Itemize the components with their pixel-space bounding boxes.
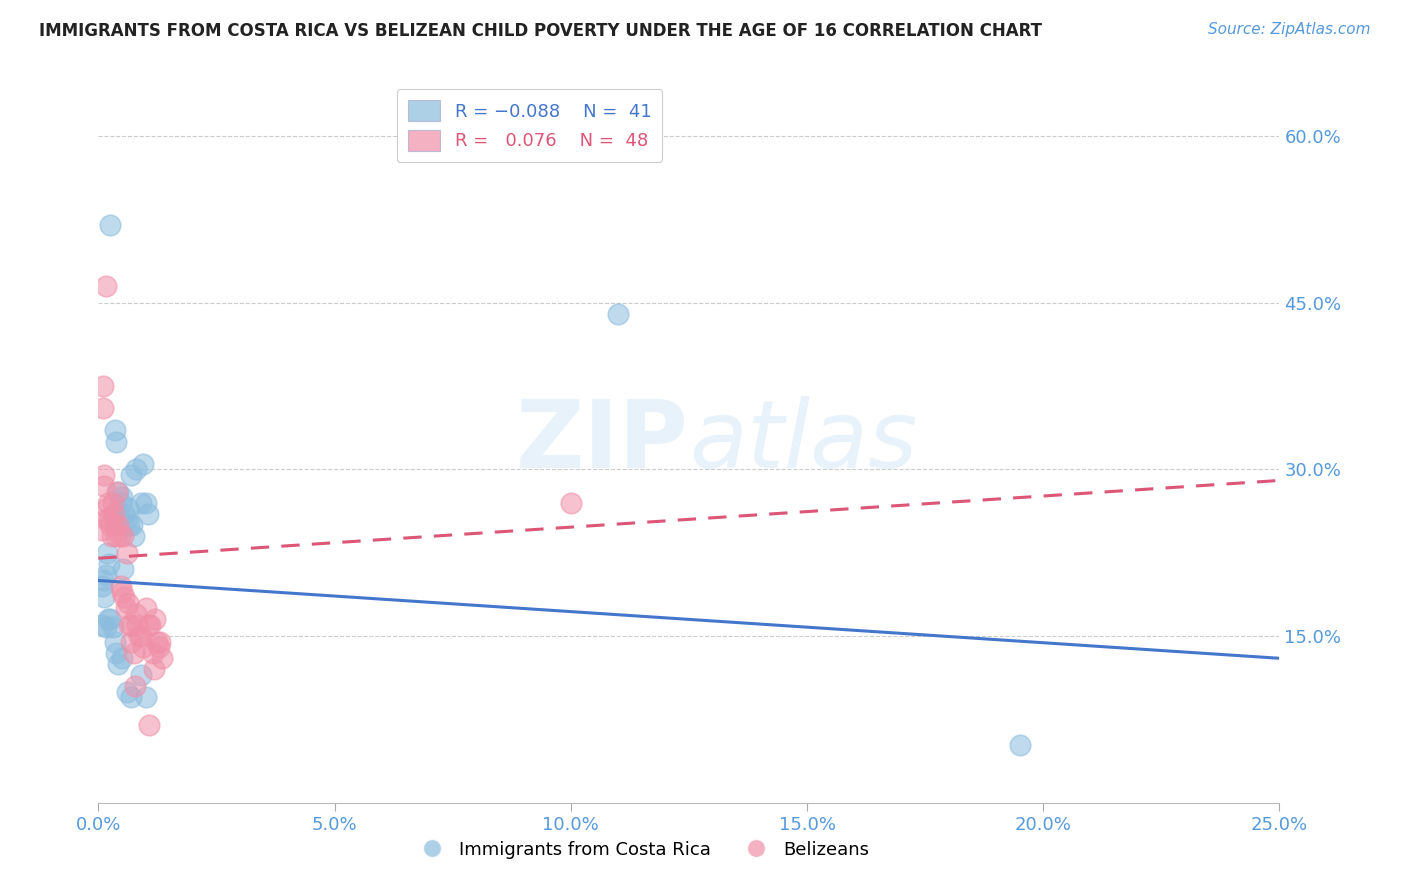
Point [107,517,129,532]
Point [111,584,134,599]
Point [135,496,157,510]
Point [91,579,114,593]
Point [560,496,582,510]
Point [136,507,159,521]
Point [150,651,173,665]
Point [124,679,146,693]
Point [115,546,138,560]
Point [97,557,120,571]
Text: IMMIGRANTS FROM COSTA RICA VS BELIZEAN CHILD POVERTY UNDER THE AGE OF 16 CORRELA: IMMIGRANTS FROM COSTA RICA VS BELIZEAN C… [39,22,1042,40]
Point [122,646,145,660]
Point [132,457,155,471]
Point [108,529,131,543]
Point [142,646,165,660]
Point [91,524,114,538]
Point [93,467,115,482]
Point [111,562,134,576]
Point [136,618,159,632]
Point [98,517,121,532]
Point [94,279,117,293]
Point [122,529,145,543]
Point [129,496,152,510]
Point [110,579,132,593]
Point [115,684,138,698]
Point [112,590,135,604]
Point [97,512,120,526]
Point [143,612,166,626]
Point [110,496,132,510]
Point [91,618,114,632]
Text: Source: ZipAtlas.com: Source: ZipAtlas.com [1208,22,1371,37]
Point [97,612,120,626]
Point [128,629,150,643]
Point [129,668,152,682]
Point [129,629,152,643]
Point [115,512,138,526]
Point [121,690,143,705]
Point [107,657,129,671]
Point [94,568,117,582]
Point [94,512,117,526]
Point [139,618,162,632]
Legend: Immigrants from Costa Rica, Belizeans: Immigrants from Costa Rica, Belizeans [406,834,876,866]
Point [96,501,118,516]
Point [104,634,127,648]
Point [607,307,630,321]
Point [96,546,118,560]
Point [1008,738,1031,752]
Point [149,634,172,648]
Point [104,424,127,438]
Point [93,479,115,493]
Point [94,620,117,634]
Point [125,462,148,476]
Point [105,529,128,543]
Point [107,484,129,499]
Point [97,496,120,510]
Point [105,484,128,499]
Point [114,601,136,615]
Point [103,507,125,521]
Point [101,496,124,510]
Point [143,662,166,676]
Point [121,618,143,632]
Point [100,529,122,543]
Point [118,618,141,632]
Point [135,601,157,615]
Point [127,618,149,632]
Point [105,646,128,660]
Point [112,507,135,521]
Point [132,640,155,655]
Point [101,620,124,634]
Point [93,590,115,604]
Text: ZIP: ZIP [516,395,689,488]
Text: atlas: atlas [689,396,917,487]
Point [91,379,114,393]
Point [117,501,139,516]
Point [111,651,134,665]
Point [125,607,148,621]
Point [111,490,134,504]
Point [98,612,121,626]
Point [118,517,141,532]
Point [138,718,160,732]
Point [146,634,169,648]
Point [148,640,170,655]
Point [117,596,139,610]
Point [121,517,143,532]
Point [135,690,157,705]
Point [105,507,128,521]
Point [120,634,142,648]
Point [91,401,114,416]
Point [98,218,121,232]
Point [111,529,134,543]
Point [121,467,143,482]
Point [91,574,114,588]
Point [104,517,127,532]
Point [105,434,128,449]
